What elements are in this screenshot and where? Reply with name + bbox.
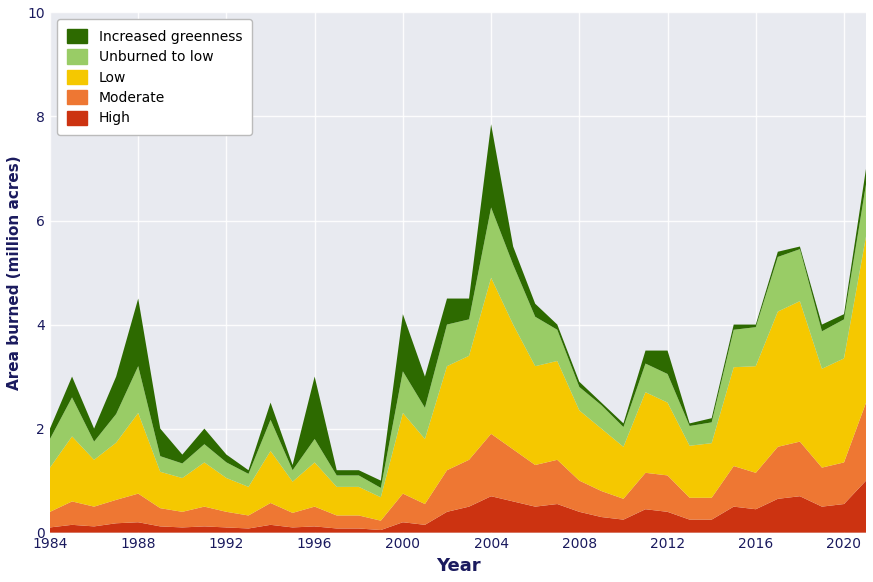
Legend: Increased greenness, Unburned to low, Low, Moderate, High: Increased greenness, Unburned to low, Lo…	[57, 19, 251, 135]
Y-axis label: Area burned (million acres): Area burned (million acres)	[7, 155, 22, 390]
X-axis label: Year: Year	[436, 557, 480, 575]
